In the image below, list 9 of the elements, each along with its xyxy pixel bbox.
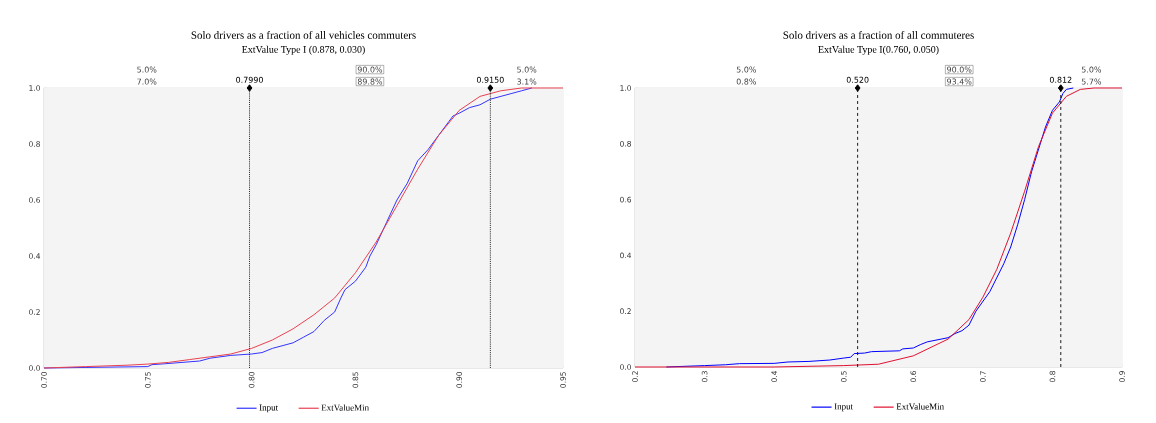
line-series [634,87,1123,368]
legend-label: Input [259,404,279,413]
chart-title: Solo drivers as a fraction of all commuteres [783,30,974,39]
chart-subtitle: ExtValue Type I(0.760, 0.050) [818,45,939,55]
chart-title: Solo drivers as a fraction of all vehicles commuters [191,30,416,39]
chart-subtitle: ExtValue Type I (0.878, 0.030) [242,45,365,55]
legend-label: ExtValueMin [896,403,944,410]
legend-label: ExtValueMin [321,404,369,411]
legend-label: Input [834,403,854,412]
